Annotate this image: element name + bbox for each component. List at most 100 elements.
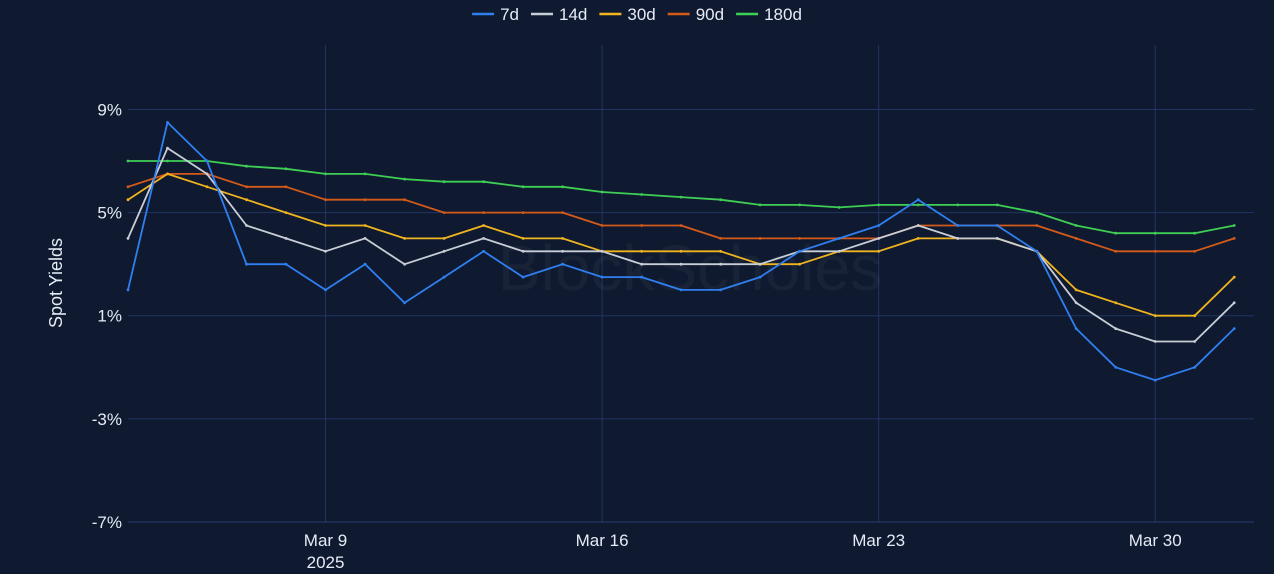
data-point-90d (1153, 249, 1157, 253)
data-point-90d (758, 237, 762, 240)
data-point-180d (995, 203, 999, 207)
data-point-7d (521, 275, 525, 279)
data-point-14d (1114, 327, 1118, 330)
data-point-7d (403, 301, 406, 305)
data-point-180d (1232, 224, 1236, 227)
data-point-30d (324, 224, 327, 227)
data-point-7d (679, 288, 683, 292)
x-tick-label: Mar 9 (304, 531, 347, 550)
data-point-14d (877, 237, 881, 240)
data-point-14d (916, 224, 920, 227)
data-point-14d (166, 146, 169, 150)
data-point-90d (679, 224, 683, 227)
data-point-90d (245, 185, 248, 189)
data-point-90d (126, 185, 130, 189)
x-tick-label: Mar 30 (1129, 531, 1182, 550)
data-point-7d (442, 275, 446, 279)
data-point-30d (205, 185, 209, 189)
data-point-180d (719, 198, 722, 202)
data-point-90d (1074, 237, 1078, 240)
y-axis-title: Spot Yields (46, 238, 66, 328)
data-point-30d (561, 237, 564, 240)
data-point-7d (877, 224, 881, 227)
legend-item-90d[interactable]: 90d (667, 5, 724, 24)
data-point-14d (995, 237, 999, 240)
data-point-7d (561, 262, 564, 266)
data-point-30d (719, 249, 722, 253)
data-point-90d (719, 237, 722, 240)
data-point-14d (758, 262, 762, 266)
data-point-14d (1074, 301, 1078, 305)
data-point-180d (363, 172, 367, 176)
data-point-14d (600, 249, 604, 253)
legend[interactable]: 7d 14d 30d 90d 180d (472, 5, 802, 24)
data-point-14d (482, 237, 485, 240)
data-point-30d (679, 249, 683, 253)
data-point-30d (1074, 288, 1078, 292)
data-point-7d (1035, 249, 1039, 253)
data-point-14d (205, 172, 209, 176)
data-point-30d (521, 237, 525, 240)
data-point-180d (324, 172, 327, 176)
data-point-30d (403, 237, 406, 240)
legend-item-180d[interactable]: 180d (736, 5, 802, 24)
data-point-180d (1153, 231, 1157, 235)
data-point-180d (877, 203, 881, 207)
data-point-180d (403, 177, 406, 181)
data-point-90d (1114, 249, 1118, 253)
data-point-7d (205, 159, 209, 163)
data-point-30d (640, 249, 643, 253)
data-point-30d (1114, 301, 1118, 305)
data-point-7d (245, 262, 248, 266)
y-tick-label: 5% (97, 204, 122, 223)
legend-label: 7d (500, 5, 519, 24)
data-point-7d (1193, 365, 1197, 369)
data-point-30d (245, 198, 248, 202)
data-point-180d (126, 159, 130, 163)
x-tick-label: Mar 16 (576, 531, 629, 550)
data-point-30d (916, 237, 920, 240)
data-point-7d (758, 275, 762, 279)
data-point-180d (284, 167, 288, 171)
data-point-14d (1232, 301, 1236, 305)
data-point-180d (245, 164, 248, 168)
data-point-30d (1153, 314, 1157, 318)
data-point-180d (561, 185, 564, 189)
data-point-14d (956, 237, 960, 240)
data-point-90d (600, 224, 604, 227)
data-point-14d (561, 249, 564, 253)
legend-item-30d[interactable]: 30d (599, 5, 656, 24)
data-point-90d (403, 198, 406, 202)
data-point-30d (877, 249, 881, 253)
legend-item-14d[interactable]: 14d (531, 5, 587, 24)
data-point-90d (521, 211, 525, 215)
data-point-14d (1153, 340, 1157, 343)
data-point-90d (482, 211, 485, 215)
y-tick-label: 1% (97, 307, 122, 326)
data-point-7d (1074, 327, 1078, 330)
data-point-180d (600, 190, 604, 194)
data-point-7d (166, 121, 169, 124)
data-point-180d (482, 180, 485, 184)
data-point-90d (284, 185, 288, 189)
y-tick-label: -7% (92, 513, 122, 532)
legend-label: 14d (559, 5, 587, 24)
data-point-180d (1193, 231, 1197, 235)
data-point-14d (679, 262, 683, 266)
data-point-90d (561, 211, 564, 215)
data-point-30d (442, 237, 446, 240)
data-point-7d (1153, 378, 1157, 382)
data-point-7d (916, 198, 920, 202)
data-point-90d (363, 198, 367, 202)
data-point-14d (245, 224, 248, 227)
data-point-14d (126, 237, 130, 240)
data-point-7d (363, 262, 367, 266)
x-tick-label: Mar 23 (852, 531, 905, 550)
data-point-14d (1193, 340, 1197, 343)
data-point-180d (837, 206, 841, 209)
data-point-90d (798, 237, 801, 240)
y-tick-label: 9% (97, 100, 122, 119)
legend-item-7d[interactable]: 7d (472, 5, 519, 24)
data-point-14d (284, 237, 288, 240)
